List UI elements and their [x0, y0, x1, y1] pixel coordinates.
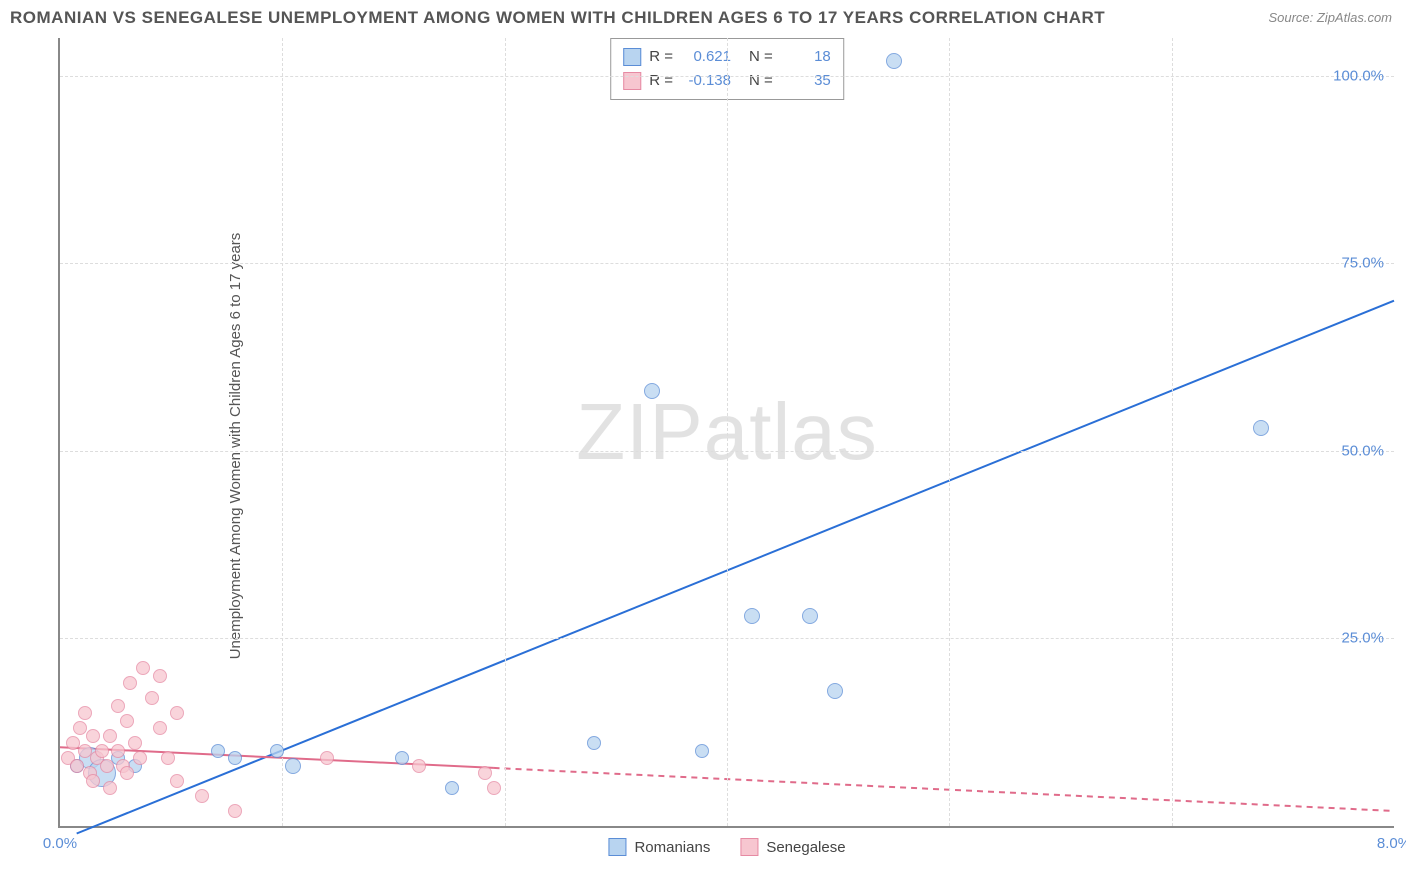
legend-r-value: -0.138 — [681, 69, 731, 93]
y-tick-label: 25.0% — [1341, 630, 1384, 647]
data-point — [211, 744, 225, 758]
gridline-v — [949, 38, 950, 826]
watermark-text1: ZIP — [576, 387, 703, 476]
data-point — [802, 608, 818, 624]
data-point — [587, 736, 601, 750]
data-point — [103, 781, 117, 795]
data-point — [103, 729, 117, 743]
legend-swatch — [740, 838, 758, 856]
legend-label: Senegalese — [766, 839, 845, 856]
gridline-v — [505, 38, 506, 826]
data-point — [228, 804, 242, 818]
data-point — [195, 789, 209, 803]
data-point — [153, 721, 167, 735]
data-point — [73, 721, 87, 735]
data-point — [136, 661, 150, 675]
legend-label: Romanians — [634, 839, 710, 856]
series-legend: Romanians Senegalese — [608, 838, 845, 856]
data-point — [78, 706, 92, 720]
data-point — [827, 683, 843, 699]
gridline-v — [282, 38, 283, 826]
data-point — [128, 736, 142, 750]
data-point — [70, 759, 84, 773]
data-point — [111, 699, 125, 713]
data-point — [478, 766, 492, 780]
legend-n-value: 35 — [781, 69, 831, 93]
data-point — [86, 729, 100, 743]
watermark-text2: atlas — [704, 387, 878, 476]
data-point — [170, 774, 184, 788]
data-point — [1253, 420, 1269, 436]
legend-r-label: R = — [649, 69, 673, 93]
data-point — [412, 759, 426, 773]
legend-n-label: N = — [749, 45, 773, 69]
data-point — [695, 744, 709, 758]
data-point — [744, 608, 760, 624]
y-tick-label: 75.0% — [1341, 255, 1384, 272]
x-tick-label: 8.0% — [1377, 835, 1406, 852]
data-point — [886, 53, 902, 69]
data-point — [95, 744, 109, 758]
data-point — [320, 751, 334, 765]
trend-line-dashed — [494, 768, 1394, 811]
gridline-v — [727, 38, 728, 826]
data-point — [86, 774, 100, 788]
data-point — [120, 714, 134, 728]
data-point — [270, 744, 284, 758]
data-point — [145, 691, 159, 705]
source-label: Source: ZipAtlas.com — [1268, 10, 1392, 25]
data-point — [161, 751, 175, 765]
data-point — [170, 706, 184, 720]
legend-r-label: R = — [649, 45, 673, 69]
data-point — [111, 744, 125, 758]
legend-r-value: 0.621 — [681, 45, 731, 69]
gridline-v — [1172, 38, 1173, 826]
legend-swatch — [608, 838, 626, 856]
data-point — [120, 766, 134, 780]
y-tick-label: 100.0% — [1333, 67, 1384, 84]
data-point — [153, 669, 167, 683]
data-point — [487, 781, 501, 795]
data-point — [133, 751, 147, 765]
legend-item: Senegalese — [740, 838, 845, 856]
y-tick-label: 50.0% — [1341, 442, 1384, 459]
data-point — [644, 383, 660, 399]
legend-swatch — [623, 48, 641, 66]
legend-n-label: N = — [749, 69, 773, 93]
chart-plot-area: ZIPatlas R =0.621N =18R =-0.138N =35 Rom… — [58, 38, 1394, 828]
data-point — [395, 751, 409, 765]
x-tick-label: 0.0% — [43, 835, 77, 852]
data-point — [445, 781, 459, 795]
legend-item: Romanians — [608, 838, 710, 856]
data-point — [100, 759, 114, 773]
data-point — [285, 758, 301, 774]
legend-n-value: 18 — [781, 45, 831, 69]
data-point — [123, 676, 137, 690]
data-point — [228, 751, 242, 765]
chart-title: ROMANIAN VS SENEGALESE UNEMPLOYMENT AMON… — [10, 8, 1105, 28]
